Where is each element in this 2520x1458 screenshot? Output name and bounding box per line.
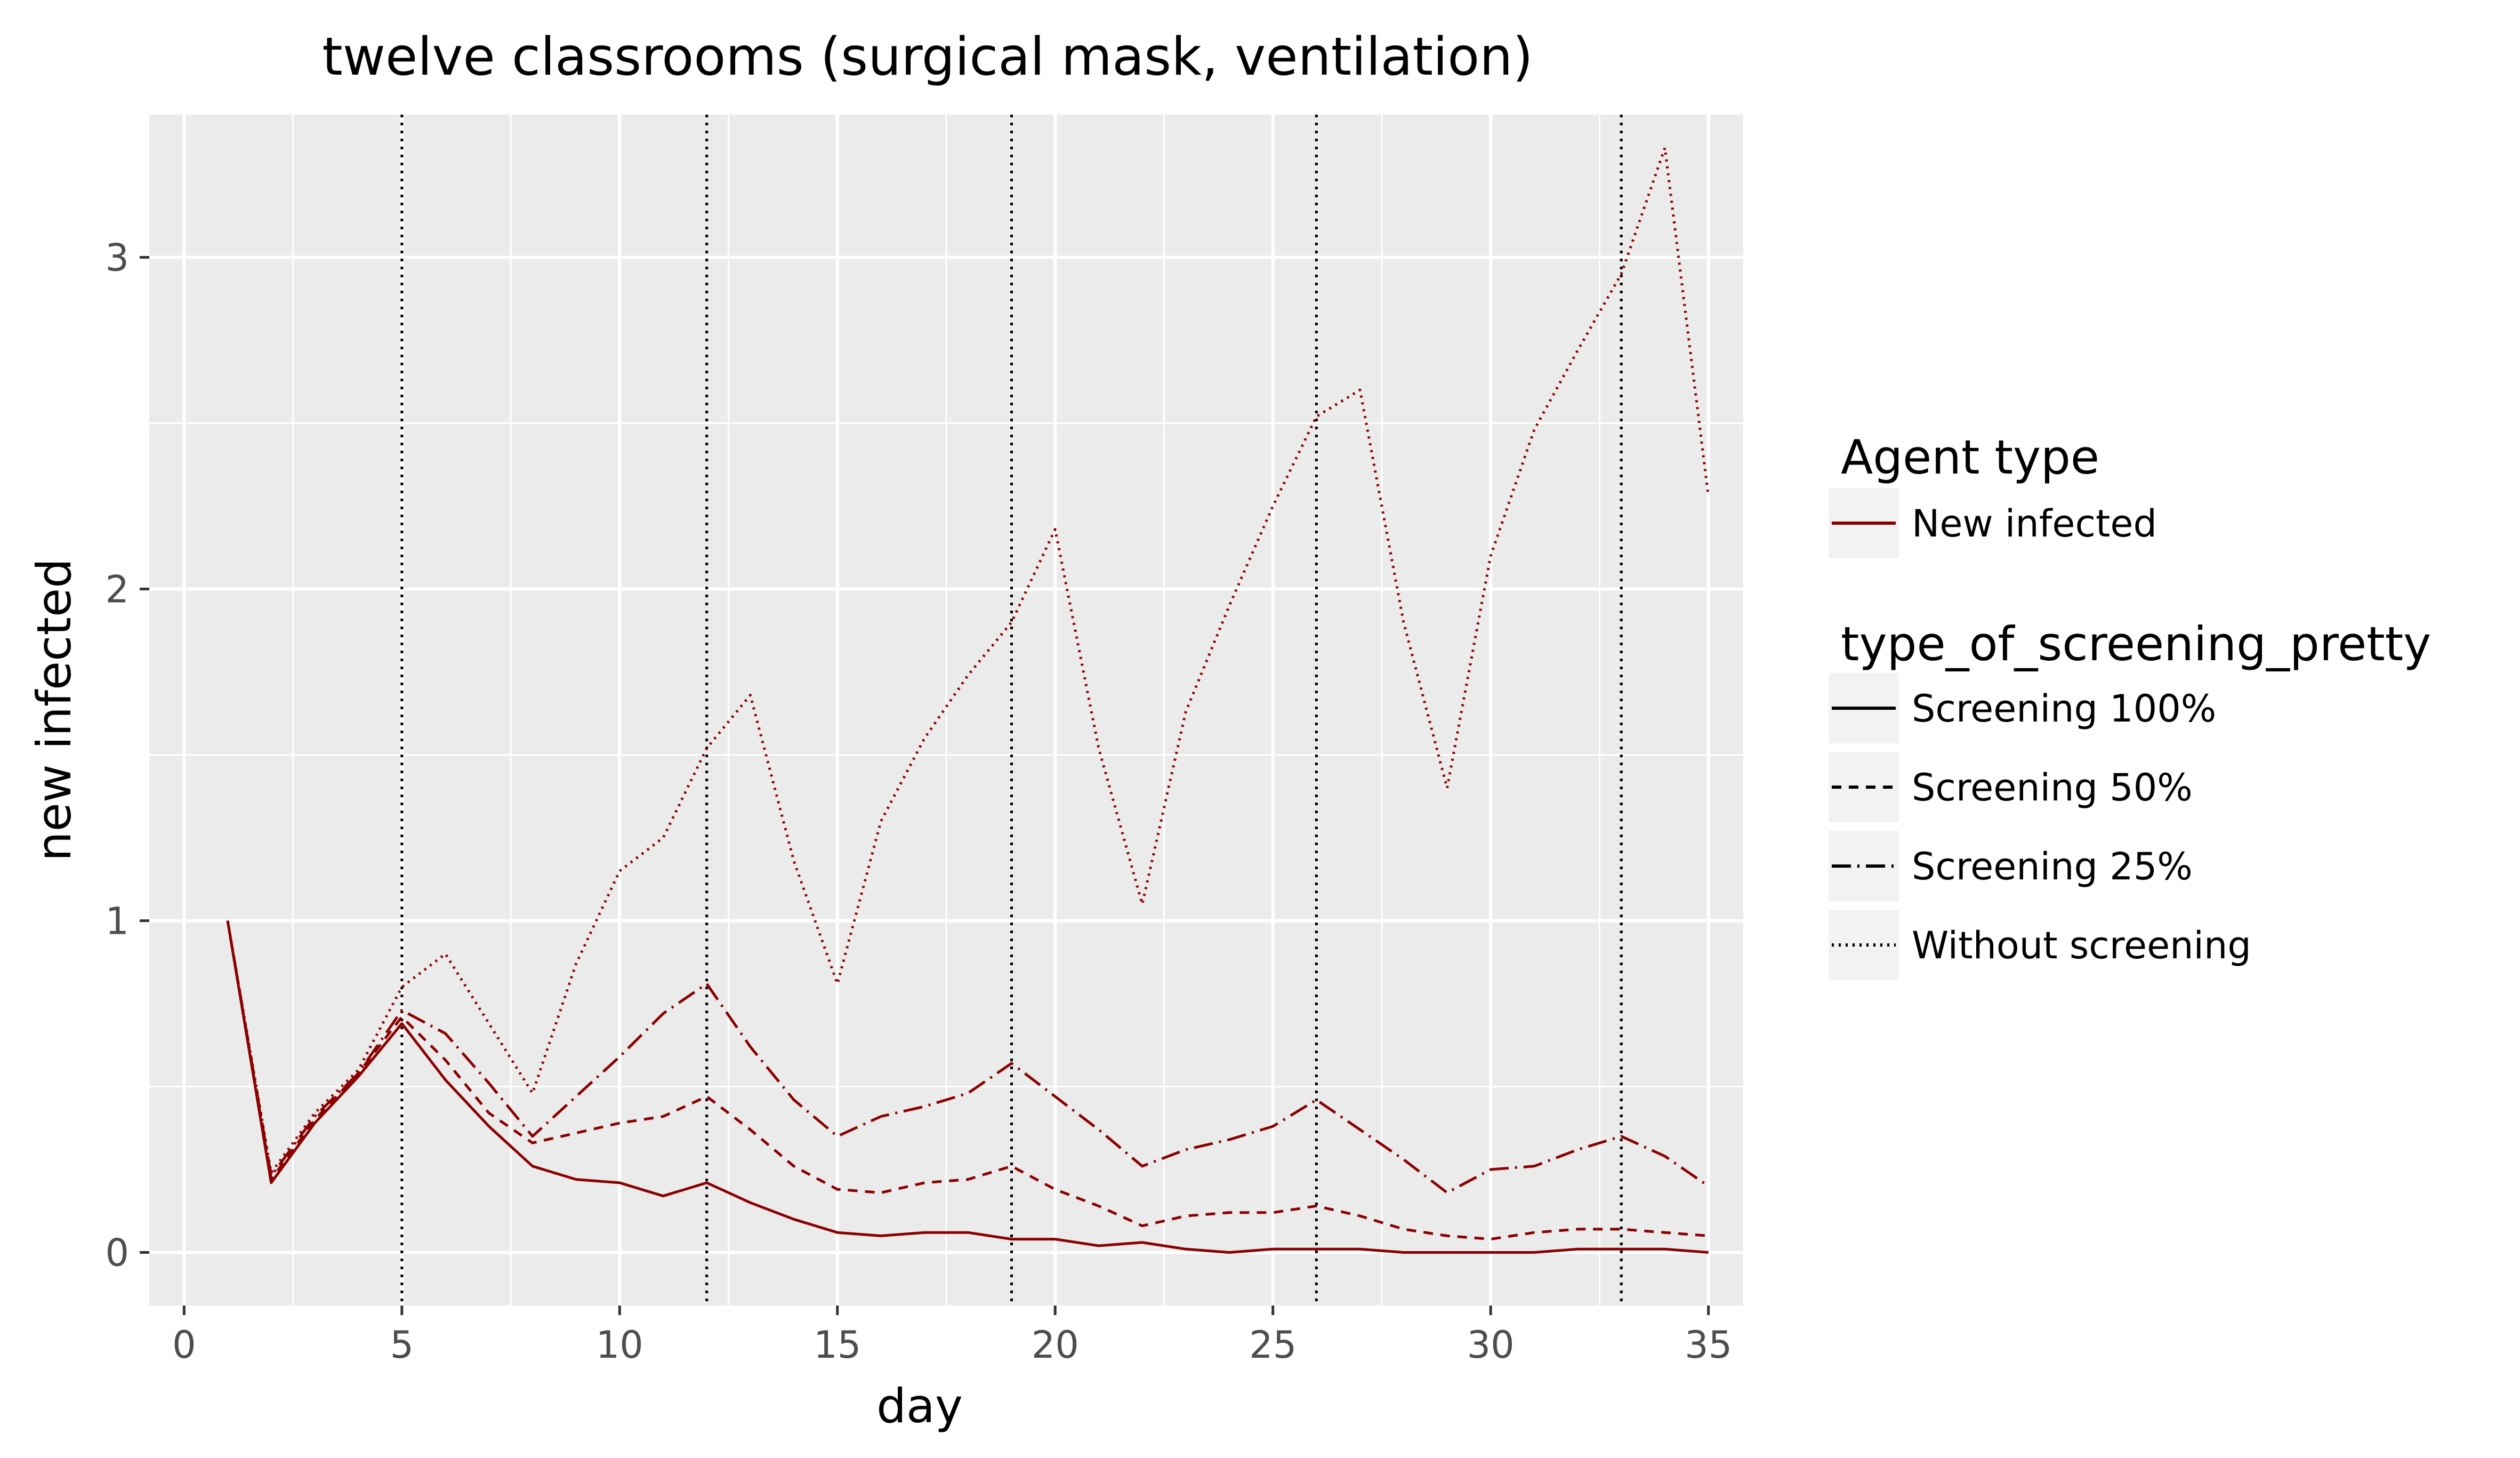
legend-linetype-title: type_of_screening_pretty [1841,616,2431,671]
x-tick-label: 0 [172,1323,196,1367]
series-line [226,920,1710,1194]
y-axis-title: new infected [27,558,82,861]
x-tick-label: 35 [1685,1323,1732,1367]
series-lines [226,146,1710,1254]
legend-linetype-entry-label: Screening 50% [1912,766,2193,810]
x-tick-label: 20 [1032,1323,1079,1367]
x-tick-label: 30 [1467,1323,1515,1367]
y-tick-label: 3 [105,236,129,279]
x-axis-title: day [876,1379,963,1433]
legend-color-entry-label: New infected [1912,502,2157,546]
x-tick-label: 25 [1249,1323,1297,1367]
x-axis-ticks: 0 5 10 15 20 25 30 35 [172,1305,1732,1367]
legend-linetype-entry-label: Without screening [1912,924,2251,967]
minor-gridlines [149,115,1743,1305]
y-tick-label: 1 [105,899,129,943]
x-tick-label: 10 [596,1323,643,1367]
legend-linetype-entry-label: Screening 100% [1912,687,2216,731]
legend-linetype-entry-label: Screening 25% [1912,845,2193,888]
chart-title: twelve classrooms (surgical mask, ventil… [322,27,1533,87]
x-tick-label: 15 [814,1323,861,1367]
reference-vlines [400,115,1623,1305]
y-axis-ticks: 0 1 2 3 [105,236,149,1275]
legend-color-title: Agent type [1841,430,2099,485]
series-line [226,920,1709,1254]
y-tick-label: 0 [105,1231,129,1275]
series-line [226,920,1709,1241]
x-tick-label: 5 [390,1323,414,1367]
legend: Agent type New infected type_of_screenin… [1829,430,2431,980]
y-tick-label: 2 [105,567,129,611]
